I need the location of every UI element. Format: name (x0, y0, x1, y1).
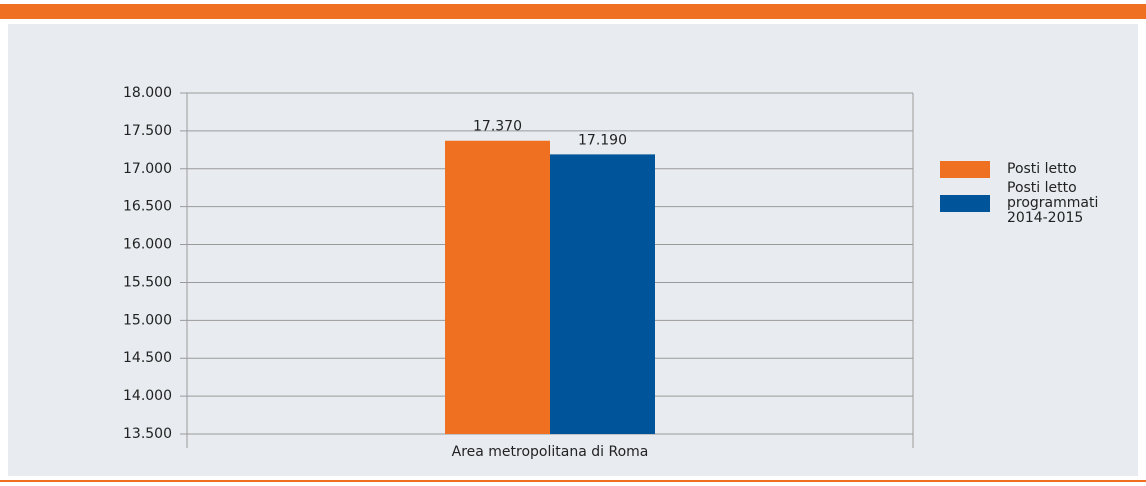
x-tick-label: Area metropolitana di Roma (452, 444, 649, 460)
y-tick-label: 16.000 (123, 237, 172, 253)
y-tick-label: 17.500 (123, 123, 172, 139)
bar (445, 140, 550, 435)
value-label: 17.370 (473, 119, 522, 135)
y-tick-label: 15.500 (123, 274, 172, 290)
bar (550, 154, 655, 434)
y-tick-label: 14.500 (123, 350, 172, 366)
y-tick-label: 16.500 (123, 199, 172, 215)
legend-label: Posti letto (1007, 160, 1077, 177)
y-tick-label: 14.000 (123, 388, 172, 404)
legend-swatch (940, 161, 990, 178)
y-tick-label: 18.000 (123, 85, 172, 101)
y-tick-label: 17.000 (123, 161, 172, 177)
y-tick-label: 13.500 (123, 426, 172, 442)
bottom-rule (0, 480, 1146, 482)
legend-swatch (940, 195, 990, 212)
top-band (0, 4, 1146, 19)
legend-label: Posti letto programmati 2014-2015 (1007, 179, 1099, 226)
value-label: 17.190 (578, 132, 627, 148)
y-tick-label: 15.000 (123, 312, 172, 328)
